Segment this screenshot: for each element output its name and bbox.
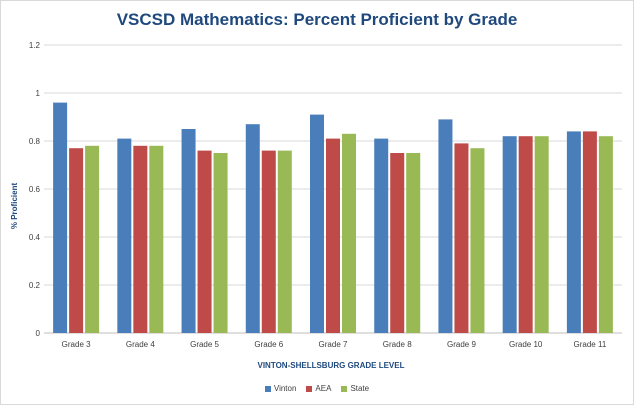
x-tick-label: Grade 6 [254, 340, 283, 349]
bar-vinton-grade-3 [53, 102, 68, 333]
legend-swatch [264, 385, 271, 392]
bar-vinton-grade-9 [438, 119, 453, 334]
legend-item-aea: AEA [306, 384, 331, 393]
legend-item-vinton: Vinton [264, 384, 297, 393]
x-tick-label: Grade 7 [319, 340, 348, 349]
chart-title: VSCSD Mathematics: Percent Proficient by… [116, 10, 518, 29]
bar-vinton-grade-4 [117, 138, 132, 333]
bar-aea-grade-3 [69, 148, 84, 333]
legend-label: State [350, 384, 370, 393]
x-tick-label: Grade 11 [574, 340, 607, 349]
x-tick-label: Grade 9 [447, 340, 476, 349]
y-tick-label: 1.2 [29, 41, 41, 50]
bar-vinton-grade-5 [181, 129, 196, 333]
legend-label: Vinton [273, 384, 297, 393]
y-tick-label: 0 [36, 329, 41, 338]
x-tick-label: Grade 5 [190, 340, 219, 349]
x-tick-label: Grade 10 [509, 340, 543, 349]
bar-aea-grade-10 [518, 136, 533, 333]
x-tick-label: Grade 8 [383, 340, 412, 349]
bar-state-grade-3 [85, 145, 100, 333]
bar-aea-grade-6 [261, 150, 276, 333]
bar-vinton-grade-10 [502, 136, 517, 333]
bar-vinton-grade-8 [374, 138, 389, 333]
bar-vinton-grade-7 [310, 114, 324, 333]
y-tick-label: 0.8 [29, 137, 41, 146]
y-tick-label: 0.6 [29, 185, 41, 194]
bar-state-grade-6 [277, 150, 292, 333]
bars [53, 102, 613, 334]
legend-swatch [341, 385, 348, 392]
bar-aea-grade-4 [133, 145, 148, 333]
x-tick-label: Grade 4 [126, 340, 155, 349]
y-tick-label: 0.4 [29, 233, 41, 242]
bar-aea-grade-5 [197, 150, 212, 333]
legend-item-state: State [341, 384, 369, 393]
x-tick-label: Grade 3 [62, 340, 91, 349]
bar-aea-grade-7 [326, 138, 340, 333]
legend-swatch [306, 385, 313, 392]
bar-state-grade-9 [470, 148, 485, 333]
y-tick-label: 0.2 [29, 281, 41, 290]
bar-state-grade-11 [598, 136, 613, 333]
bar-vinton-grade-6 [245, 124, 260, 333]
bar-state-grade-4 [149, 145, 164, 333]
x-axis-title: VINTON-SHELLSBURG GRADE LEVEL [258, 361, 405, 370]
y-axis-title: % Proficient [10, 183, 19, 230]
bar-aea-grade-11 [582, 131, 597, 333]
tick-labels: 0 0.2 0.4 0.6 0.8 1 1.2 Grade 3 Grade 4 Grade 5 Gr… [29, 41, 607, 349]
bar-vinton-grade-11 [566, 131, 581, 333]
bar-state-grade-10 [534, 136, 549, 333]
legend: Vinton AEA State [1, 384, 633, 393]
bar-state-grade-5 [213, 153, 228, 333]
legend-label: AEA [315, 384, 332, 393]
bar-state-grade-7 [342, 133, 356, 333]
bar-aea-grade-9 [454, 143, 469, 333]
bar-state-grade-8 [406, 153, 421, 333]
y-tick-label: 1 [36, 89, 41, 98]
bar-aea-grade-8 [390, 153, 405, 333]
